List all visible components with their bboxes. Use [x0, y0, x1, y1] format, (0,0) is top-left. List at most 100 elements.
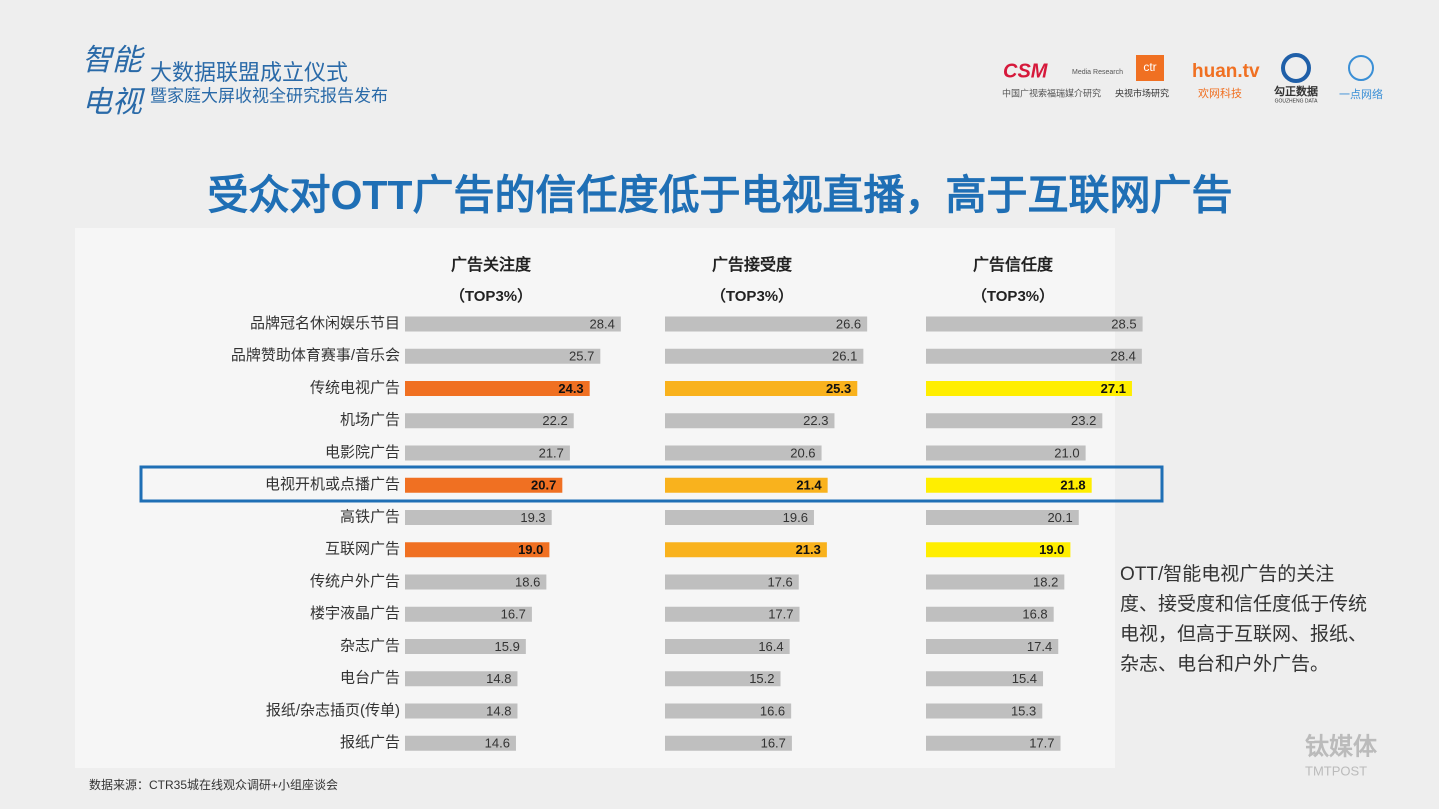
partner-icon	[1348, 55, 1374, 81]
value-label: 17.6	[767, 574, 792, 589]
bar	[926, 348, 1142, 364]
value-label: 25.3	[826, 381, 851, 396]
bar	[665, 574, 799, 590]
bar	[926, 445, 1086, 461]
bar	[405, 574, 547, 590]
bar	[665, 348, 864, 364]
bar	[926, 671, 1044, 687]
partner-icon	[1281, 53, 1311, 83]
value-label: 25.7	[569, 349, 594, 364]
category-label: 楼宇液晶广告	[310, 605, 400, 622]
bar	[405, 703, 518, 719]
value-label: 24.3	[558, 381, 583, 396]
bar	[665, 381, 858, 396]
bar	[926, 606, 1054, 622]
logo: 电视	[82, 86, 146, 119]
bar	[926, 703, 1043, 719]
bar	[926, 542, 1071, 558]
value-label: 14.8	[486, 671, 511, 686]
category-label: 传统电视广告	[310, 379, 400, 396]
value-label: 26.6	[836, 316, 861, 331]
value-label: 17.4	[1027, 639, 1052, 654]
series-subtitle: （TOP3%）	[450, 287, 532, 305]
watermark: TMTPOST	[1305, 763, 1367, 778]
value-label: 15.3	[1011, 703, 1036, 718]
value-label: 21.7	[539, 445, 564, 460]
bar	[665, 510, 814, 525]
note: 度、接受度和信任度低于传统	[1120, 593, 1367, 615]
category-label: 电台广告	[340, 670, 400, 687]
note: OTT/智能电视广告的关注	[1120, 563, 1334, 585]
value-label: 16.6	[760, 703, 785, 718]
value-label: 19.6	[783, 510, 808, 525]
value-label: 15.4	[1012, 671, 1037, 686]
bar	[405, 445, 570, 461]
bar	[405, 381, 590, 396]
series-name: 广告关注度	[451, 255, 532, 274]
bar	[665, 477, 828, 493]
partner: 中国广视索福瑞媒介研究	[1002, 87, 1101, 98]
value-label: 17.7	[768, 607, 793, 622]
bar	[665, 445, 822, 461]
value-label: 19.3	[520, 510, 545, 525]
value-label: 21.3	[796, 542, 821, 557]
bar	[665, 639, 790, 654]
partner: ctr	[1143, 60, 1156, 74]
category-label: 机场广告	[340, 412, 400, 429]
category-label: 品牌赞助体育赛事/音乐会	[231, 347, 400, 364]
bar	[926, 639, 1059, 654]
bar	[926, 316, 1143, 332]
series-name: 广告信任度	[973, 255, 1054, 274]
value-label: 18.2	[1033, 574, 1058, 589]
value-label: 15.9	[495, 639, 520, 654]
partner: GOUZHENG DATA	[1275, 98, 1319, 104]
category-label: 品牌冠名休闲娱乐节目	[250, 315, 400, 332]
value-label: 17.7	[1029, 736, 1054, 751]
bar	[665, 735, 792, 751]
value-label: 22.2	[542, 413, 567, 428]
value-label: 21.0	[1054, 445, 1079, 460]
value-label: 27.1	[1101, 381, 1126, 396]
bar	[405, 606, 532, 622]
table-bg	[75, 228, 1115, 768]
value-label: 23.2	[1071, 413, 1096, 428]
bar	[665, 703, 792, 719]
series-subtitle: （TOP3%）	[972, 287, 1054, 305]
note: 电视，但高于互联网、报纸、	[1120, 623, 1367, 645]
value-label: 20.7	[531, 478, 556, 493]
value-label: 28.4	[1111, 349, 1136, 364]
bar	[405, 671, 518, 687]
bar	[926, 413, 1103, 429]
partner: Media Research	[1072, 69, 1123, 76]
category-label: 报纸/杂志插页(传单)	[266, 702, 400, 719]
value-label: 28.5	[1111, 316, 1136, 331]
partner: 一点网络	[1339, 87, 1383, 101]
partner: 勾正数据	[1274, 84, 1318, 98]
bar	[405, 413, 574, 429]
category-label: 互联网广告	[325, 541, 400, 558]
partner: 央视市场研究	[1115, 87, 1169, 98]
value-label: 18.6	[515, 574, 540, 589]
value-label: 16.7	[761, 736, 786, 751]
bar	[926, 574, 1065, 590]
category-label: 杂志广告	[340, 637, 400, 654]
category-label: 电视开机或点播广告	[265, 476, 400, 493]
value-label: 21.4	[796, 478, 822, 493]
bar	[405, 477, 563, 493]
partner-icon	[1136, 55, 1164, 81]
category-label: 报纸广告	[340, 734, 400, 751]
event-title: 大数据联盟成立仪式	[150, 60, 348, 85]
series-name: 广告接受度	[712, 255, 793, 274]
bar	[926, 735, 1061, 751]
bar	[926, 477, 1092, 493]
value-label: 19.0	[518, 542, 543, 557]
value-label: 21.8	[1060, 478, 1085, 493]
bar	[405, 735, 516, 751]
value-label: 16.8	[1022, 607, 1047, 622]
note: 杂志、电台和户外广告。	[1120, 653, 1329, 675]
category-label: 电影院广告	[325, 443, 400, 461]
bar	[405, 348, 601, 364]
bar	[405, 542, 550, 558]
bar	[665, 606, 800, 622]
